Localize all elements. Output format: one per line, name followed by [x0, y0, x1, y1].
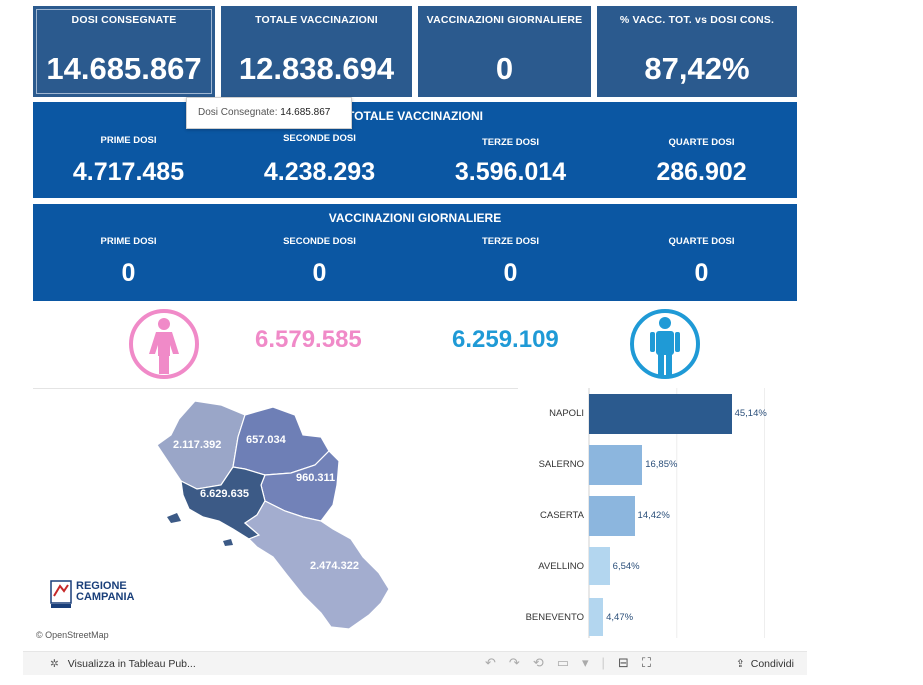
stat-label: PRIME DOSI [100, 135, 157, 146]
male-vaccinations-value: 6.259.109 [452, 326, 559, 353]
bar[interactable] [589, 496, 635, 536]
bar[interactable] [589, 445, 643, 485]
undo-icon[interactable]: ↶ [485, 655, 509, 670]
stat-label: TERZE DOSI [481, 137, 539, 148]
view-in-tableau-label: Visualizza in Tableau Pub... [67, 658, 196, 670]
logo-line1: REGIONE [76, 580, 127, 592]
bar-row-benevento[interactable]: BENEVENTO 4,47% [520, 598, 797, 638]
kpi-dosi-consegnate[interactable]: DOSI CONSEGNATE 14.685.867 [33, 6, 215, 97]
stat-label: SECONDE DOSI [283, 236, 356, 247]
vaccinazioni-giornaliere-panel[interactable]: VACCINAZIONI GIORNALIERE PRIME DOSI 0 SE… [33, 204, 797, 301]
tableau-toolbar: ✲ Visualizza in Tableau Pub... ↶↷⟲▭▾|⊟⛶ … [23, 651, 807, 675]
stat-terze-dosi[interactable]: TERZE DOSI 3.596.014 [415, 137, 606, 187]
stat-label: PRIME DOSI [100, 236, 157, 247]
female-vaccinations-value: 6.579.585 [255, 326, 362, 353]
bar-category-label: CASERTA [540, 510, 584, 521]
stat-value: 3.596.014 [454, 158, 567, 186]
island-ischia [167, 513, 181, 523]
bar[interactable] [589, 598, 604, 636]
revert-icon[interactable]: ⟲ [532, 655, 557, 670]
map-label-avellino: 960.311 [296, 472, 336, 484]
stat-label: TERZE DOSI [481, 236, 539, 247]
stat-seconde-dosi[interactable]: SECONDE DOSI 0 [224, 236, 415, 288]
province-share-bar-chart: NAPOLI 45,14% SALERNO 16,85% CASERTA 14,42% AV… [520, 388, 797, 643]
stat-value: 286.902 [656, 158, 747, 186]
stat-quarte-dosi[interactable]: QUARTE DOSI 286.902 [606, 137, 797, 187]
kpi-label: DOSI CONSEGNATE [71, 14, 177, 26]
tableau-logo-icon: ✲ [50, 658, 59, 670]
kpi-value: 0 [495, 51, 514, 86]
stat-value: 4.717.485 [72, 158, 185, 186]
kpi-totale-vaccinazioni[interactable]: TOTALE VACCINAZIONI 12.838.694 [221, 6, 412, 97]
separator-icon: | [601, 655, 618, 670]
stat-prime-dosi[interactable]: PRIME DOSI 4.717.485 [33, 135, 224, 187]
kpi-label: TOTALE VACCINAZIONI [255, 14, 378, 26]
view-in-tableau-link[interactable]: ✲ Visualizza in Tableau Pub... [50, 658, 196, 670]
stat-value: 4.238.293 [263, 158, 376, 186]
stat-quarte-dosi[interactable]: QUARTE DOSI 0 [606, 236, 797, 288]
download-icon[interactable]: ⊟ [617, 655, 642, 670]
stat-label: QUARTE DOSI [668, 236, 735, 247]
bar-category-label: NAPOLI [549, 408, 584, 419]
toolbar-icons: ↶↷⟲▭▾|⊟⛶ [485, 655, 664, 671]
province-salerno [244, 500, 390, 630]
kpi-value: 12.838.694 [238, 51, 395, 86]
tooltip-value: 14.685.867 [280, 107, 331, 118]
pause-icon[interactable]: ▾ [582, 655, 602, 670]
share-icon: ⇪ [736, 658, 745, 670]
kpi-value: 14.685.867 [46, 51, 202, 86]
redo-icon[interactable]: ↷ [508, 655, 533, 670]
stat-seconde-dosi[interactable]: SECONDE DOSI 4.238.293 [224, 133, 415, 187]
panel-title: VACCINAZIONI GIORNALIERE [328, 211, 502, 225]
bar-row-salerno[interactable]: SALERNO 16,85% [520, 445, 797, 485]
bar-category-label: SALERNO [538, 459, 584, 470]
stat-label: SECONDE DOSI [283, 133, 356, 144]
tooltip-label: Dosi Consegnate: [198, 107, 278, 118]
stat-value: 0 [503, 259, 518, 287]
bar-value-label: 45,14% [734, 408, 767, 419]
share-button[interactable]: ⇪ Condividi [736, 658, 794, 670]
campania-map[interactable]: 2.117.392 657.034 960.311 6.629.635 2.47… [33, 388, 518, 643]
bar[interactable] [589, 394, 732, 434]
stat-value: 0 [694, 259, 709, 287]
panel-title: TOTALE VACCINAZIONI [347, 109, 483, 123]
bar-value-label: 16,85% [645, 459, 678, 470]
regione-campania-logo: REGIONE CAMPANIA [50, 580, 150, 612]
bar-row-avellino[interactable]: AVELLINO 6,54% [520, 547, 797, 587]
bar-row-napoli[interactable]: NAPOLI 45,14% [520, 394, 797, 434]
logo-line2: CAMPANIA [76, 591, 135, 603]
stat-value: 0 [121, 259, 136, 287]
male-person-icon [630, 309, 700, 379]
female-person-icon [129, 309, 199, 379]
kpi-value: 87,42% [644, 51, 750, 86]
island-capri [223, 539, 233, 546]
stat-prime-dosi[interactable]: PRIME DOSI 0 [33, 236, 224, 288]
map-attribution[interactable]: © OpenStreetMap [36, 630, 109, 640]
bar-row-caserta[interactable]: CASERTA 14,42% [520, 496, 797, 536]
stat-terze-dosi[interactable]: TERZE DOSI 0 [415, 236, 606, 288]
kpi-vaccinazioni-giornaliere[interactable]: VACCINAZIONI GIORNALIERE 0 [418, 6, 591, 97]
kpi-label: VACCINAZIONI GIORNALIERE [426, 14, 583, 26]
share-label: Condividi [750, 658, 794, 670]
kpi-percent-vaccinazioni[interactable]: % VACC. TOT. vs DOSI CONS. 87,42% [597, 6, 797, 97]
bar-value-label: 14,42% [637, 510, 670, 521]
hover-tooltip: Dosi Consegnate: 14.685.867 [186, 97, 352, 129]
bar-value-label: 4,47% [606, 612, 634, 623]
bar[interactable] [589, 547, 610, 585]
map-label-caserta: 2.117.392 [173, 439, 222, 451]
map-label-salerno: 2.474.322 [310, 560, 359, 572]
stat-value: 0 [312, 259, 327, 287]
kpi-label: % VACC. TOT. vs DOSI CONS. [619, 14, 775, 26]
map-label-napoli: 6.629.635 [200, 488, 249, 500]
fullscreen-icon[interactable]: ⛶ [641, 655, 664, 670]
bar-category-label: AVELLINO [538, 561, 584, 572]
map-label-benevento: 657.034 [246, 434, 286, 446]
bar-value-label: 6,54% [612, 561, 640, 572]
totale-vaccinazioni-panel[interactable]: TOTALE VACCINAZIONI PRIME DOSI 4.717.485… [33, 102, 797, 198]
refresh-icon[interactable]: ▭ [556, 655, 583, 670]
stat-label: QUARTE DOSI [668, 137, 735, 148]
bar-category-label: BENEVENTO [525, 612, 584, 623]
